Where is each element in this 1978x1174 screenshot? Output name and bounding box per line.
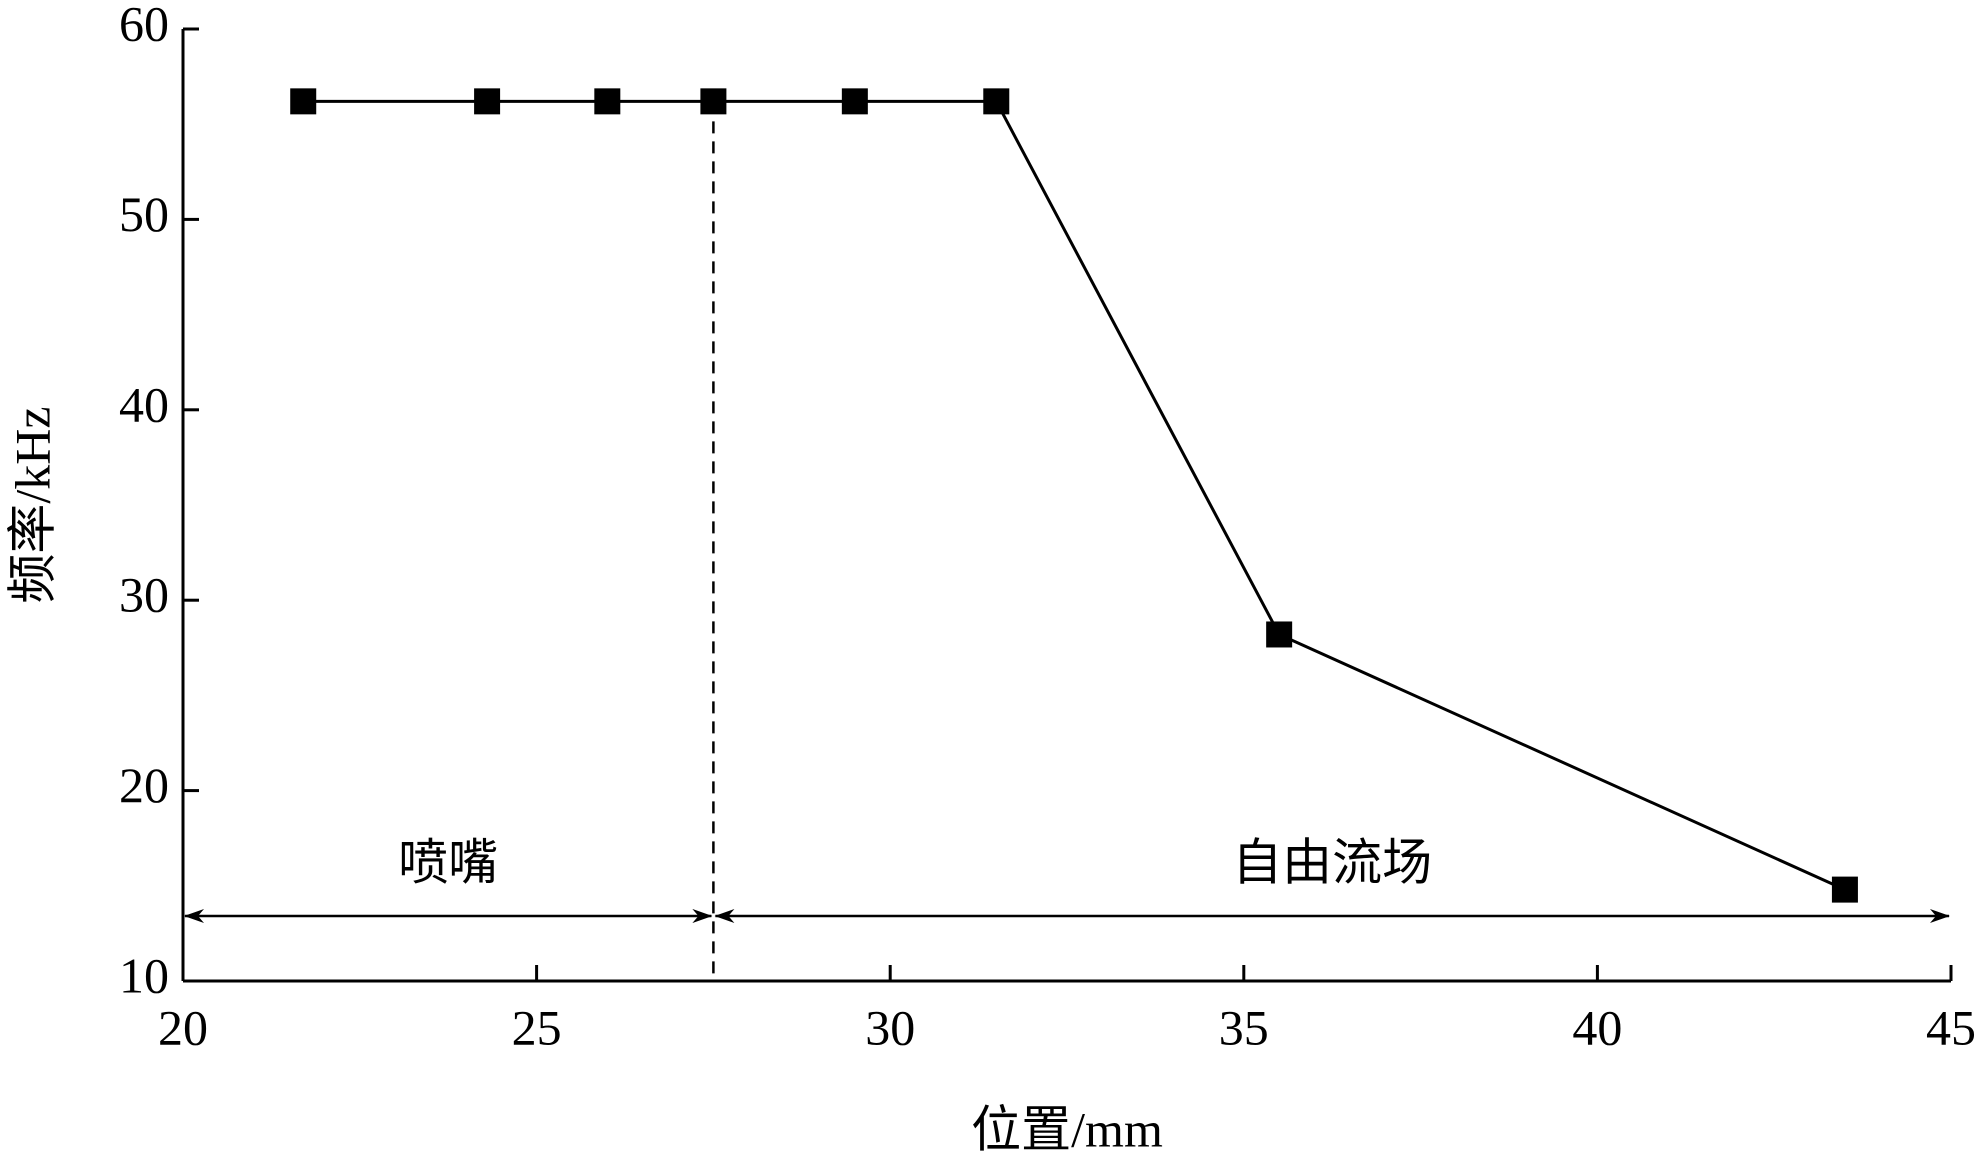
data-point	[700, 88, 727, 115]
y-tick-label: 60	[119, 0, 169, 51]
x-tick-label: 45	[1926, 999, 1976, 1055]
data-point	[290, 88, 317, 115]
series-line	[303, 99, 1846, 891]
data-point	[594, 88, 621, 115]
x-axis-title: 位置/mm	[971, 1101, 1163, 1157]
y-tick-label: 20	[119, 757, 169, 813]
data-point	[474, 88, 501, 115]
region-label: 喷嘴	[398, 834, 498, 890]
data-point	[983, 88, 1010, 115]
y-axis-title: 频率/kHz	[4, 406, 60, 603]
x-tick-label: 35	[1219, 999, 1269, 1055]
y-tick-label: 10	[119, 947, 169, 1003]
x-tick-label: 40	[1572, 999, 1622, 1055]
region-label: 自由流场	[1232, 834, 1432, 890]
data-point	[1831, 876, 1858, 903]
data-point	[841, 88, 868, 115]
x-tick-label: 25	[512, 999, 562, 1055]
data-point	[1266, 621, 1293, 648]
y-tick-label: 50	[119, 186, 169, 242]
y-tick-label: 30	[119, 567, 169, 623]
x-tick-label: 20	[158, 999, 208, 1055]
y-tick-label: 40	[119, 376, 169, 432]
x-tick-label: 30	[865, 999, 915, 1055]
